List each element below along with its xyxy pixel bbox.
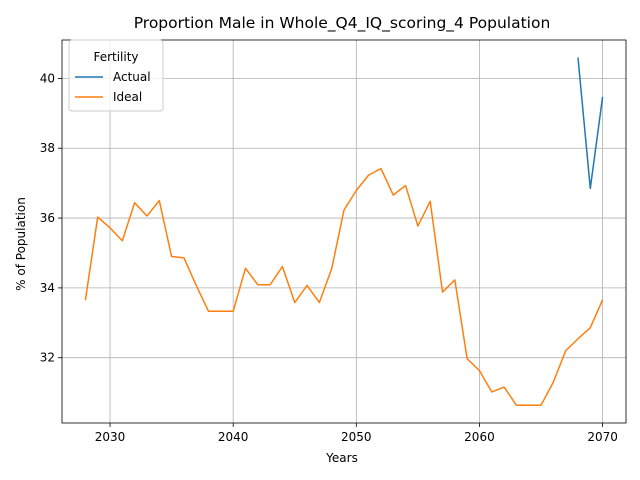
- grid-lines: [62, 40, 626, 423]
- y-ticks: 32 34 36 38 40: [40, 71, 62, 365]
- x-ticks: 2030 2040 2050 2060 2070: [95, 423, 618, 444]
- legend-title: Fertility: [93, 50, 138, 64]
- x-tick-label: 2050: [341, 430, 372, 444]
- legend-box: [68, 39, 164, 112]
- y-axis-label: % of Population: [14, 197, 28, 291]
- legend-label-ideal: Ideal: [113, 90, 142, 104]
- y-tick-label: 40: [40, 71, 55, 85]
- series-line-ideal: [84, 167, 604, 406]
- y-tick-label: 32: [40, 351, 55, 365]
- y-tick-label: 36: [40, 211, 55, 225]
- series-lines: [84, 57, 604, 406]
- x-tick-label: 2030: [95, 430, 126, 444]
- x-axis-label: Years: [325, 451, 358, 465]
- x-tick-label: 2060: [464, 430, 495, 444]
- x-tick-label: 2040: [218, 430, 249, 444]
- series-line-actual: [577, 57, 604, 190]
- y-tick-label: 34: [40, 281, 55, 295]
- x-tick-label: 2070: [587, 430, 618, 444]
- legend-label-actual: Actual: [113, 70, 151, 84]
- legend: Fertility Actual Ideal: [68, 39, 164, 112]
- plot-area-frame: [61, 39, 627, 424]
- y-tick-label: 38: [40, 141, 55, 155]
- chart-title: Proportion Male in Whole_Q4_IQ_scoring_4…: [134, 14, 551, 33]
